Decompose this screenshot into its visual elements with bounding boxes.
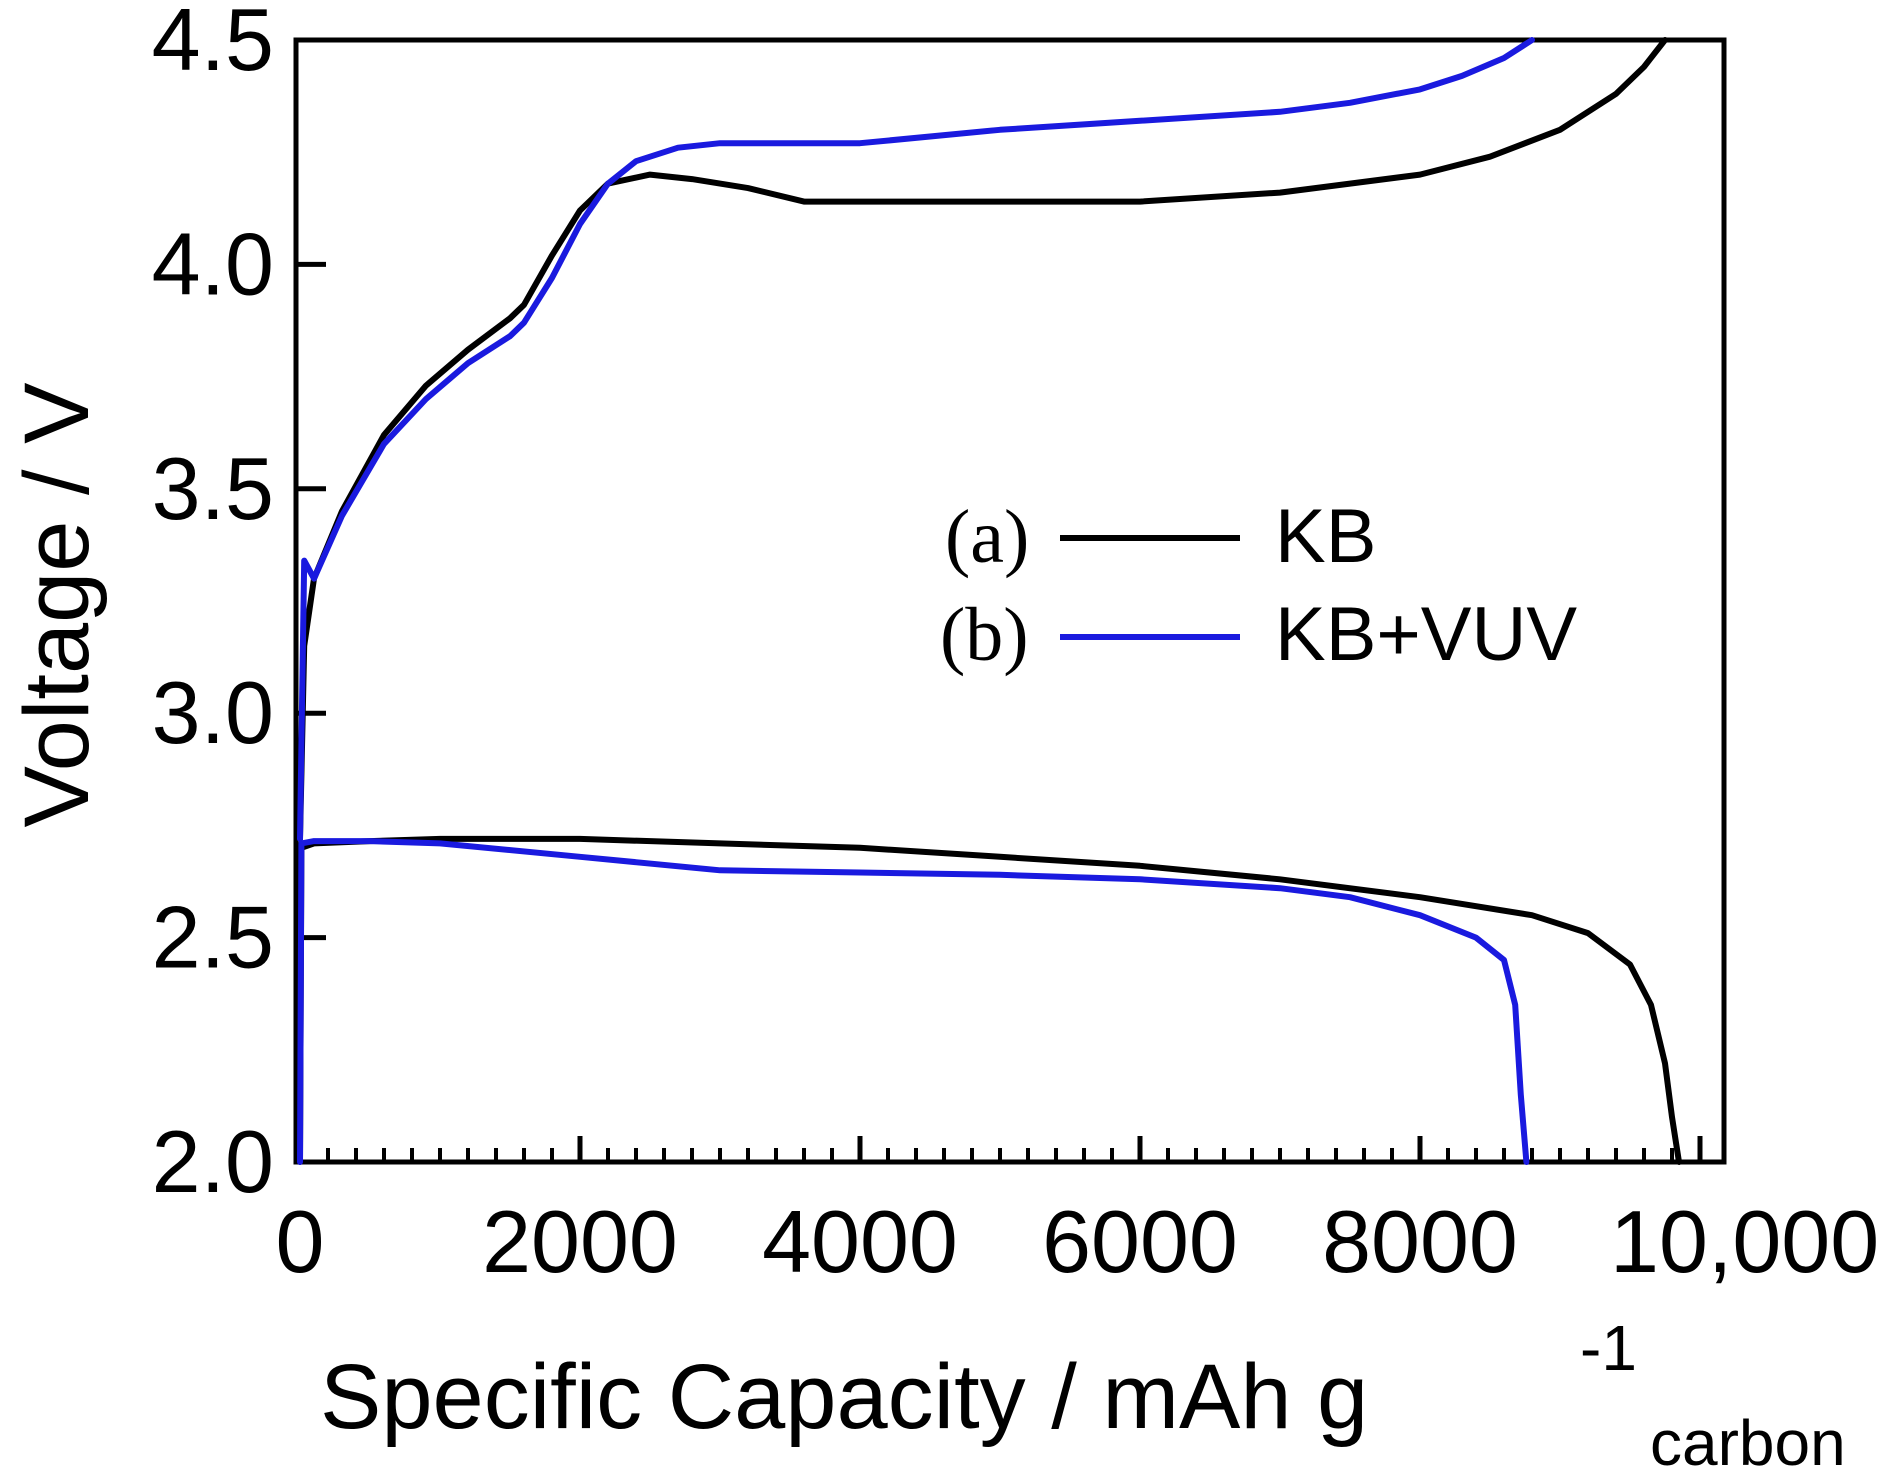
legend-tag-kb-vuv: (b) <box>940 593 1029 677</box>
legend: (a) KB (b) KB+VUV <box>940 494 1577 677</box>
series-kb-discharge-line <box>297 835 1682 1165</box>
y-tick-label: 3.5 <box>152 439 274 538</box>
y-tick-label: 2.5 <box>152 888 274 987</box>
plot-frame <box>293 37 1727 1165</box>
x-tick-label: 4000 <box>762 1192 958 1291</box>
y-tick-label: 2.0 <box>152 1112 274 1211</box>
y-axis-title: Voltage / V <box>6 383 108 828</box>
legend-tag-kb: (a) <box>945 495 1029 579</box>
axis-tick-labels: 2.0 2.5 3.0 3.5 4.0 4.5 0 2000 4000 6000 8000 10,00… <box>152 0 1880 1291</box>
axis-ticks <box>296 37 1703 1165</box>
x-tick-label: 2000 <box>482 1192 678 1291</box>
y-tick-label: 4.5 <box>152 0 274 89</box>
x-axis-title-superscript: -1 <box>1580 1312 1637 1384</box>
legend-entry-kb: (a) KB <box>945 494 1376 579</box>
x-axis-title-subscript: carbon <box>1650 1407 1846 1477</box>
x-axis-title: Specific Capacity / mAh g <box>320 1346 1368 1448</box>
legend-label-kb-vuv: KB+VUV <box>1275 592 1577 677</box>
series-kb-vuv-charge-line <box>297 37 1535 842</box>
x-tick-label: 0 <box>276 1192 325 1291</box>
legend-entry-kb-vuv: (b) KB+VUV <box>940 592 1577 677</box>
legend-label-kb: KB <box>1275 494 1376 579</box>
series-lines <box>297 37 1682 1165</box>
x-tick-label: 6000 <box>1042 1192 1238 1291</box>
series-kb-vuv-discharge-line <box>297 838 1530 1165</box>
x-tick-label: 8000 <box>1322 1192 1518 1291</box>
series-kb-charge-line <box>297 37 1668 842</box>
x-tick-label: 10,000 <box>1610 1192 1879 1291</box>
y-tick-label: 4.0 <box>152 214 274 313</box>
y-tick-label: 3.0 <box>152 663 274 762</box>
